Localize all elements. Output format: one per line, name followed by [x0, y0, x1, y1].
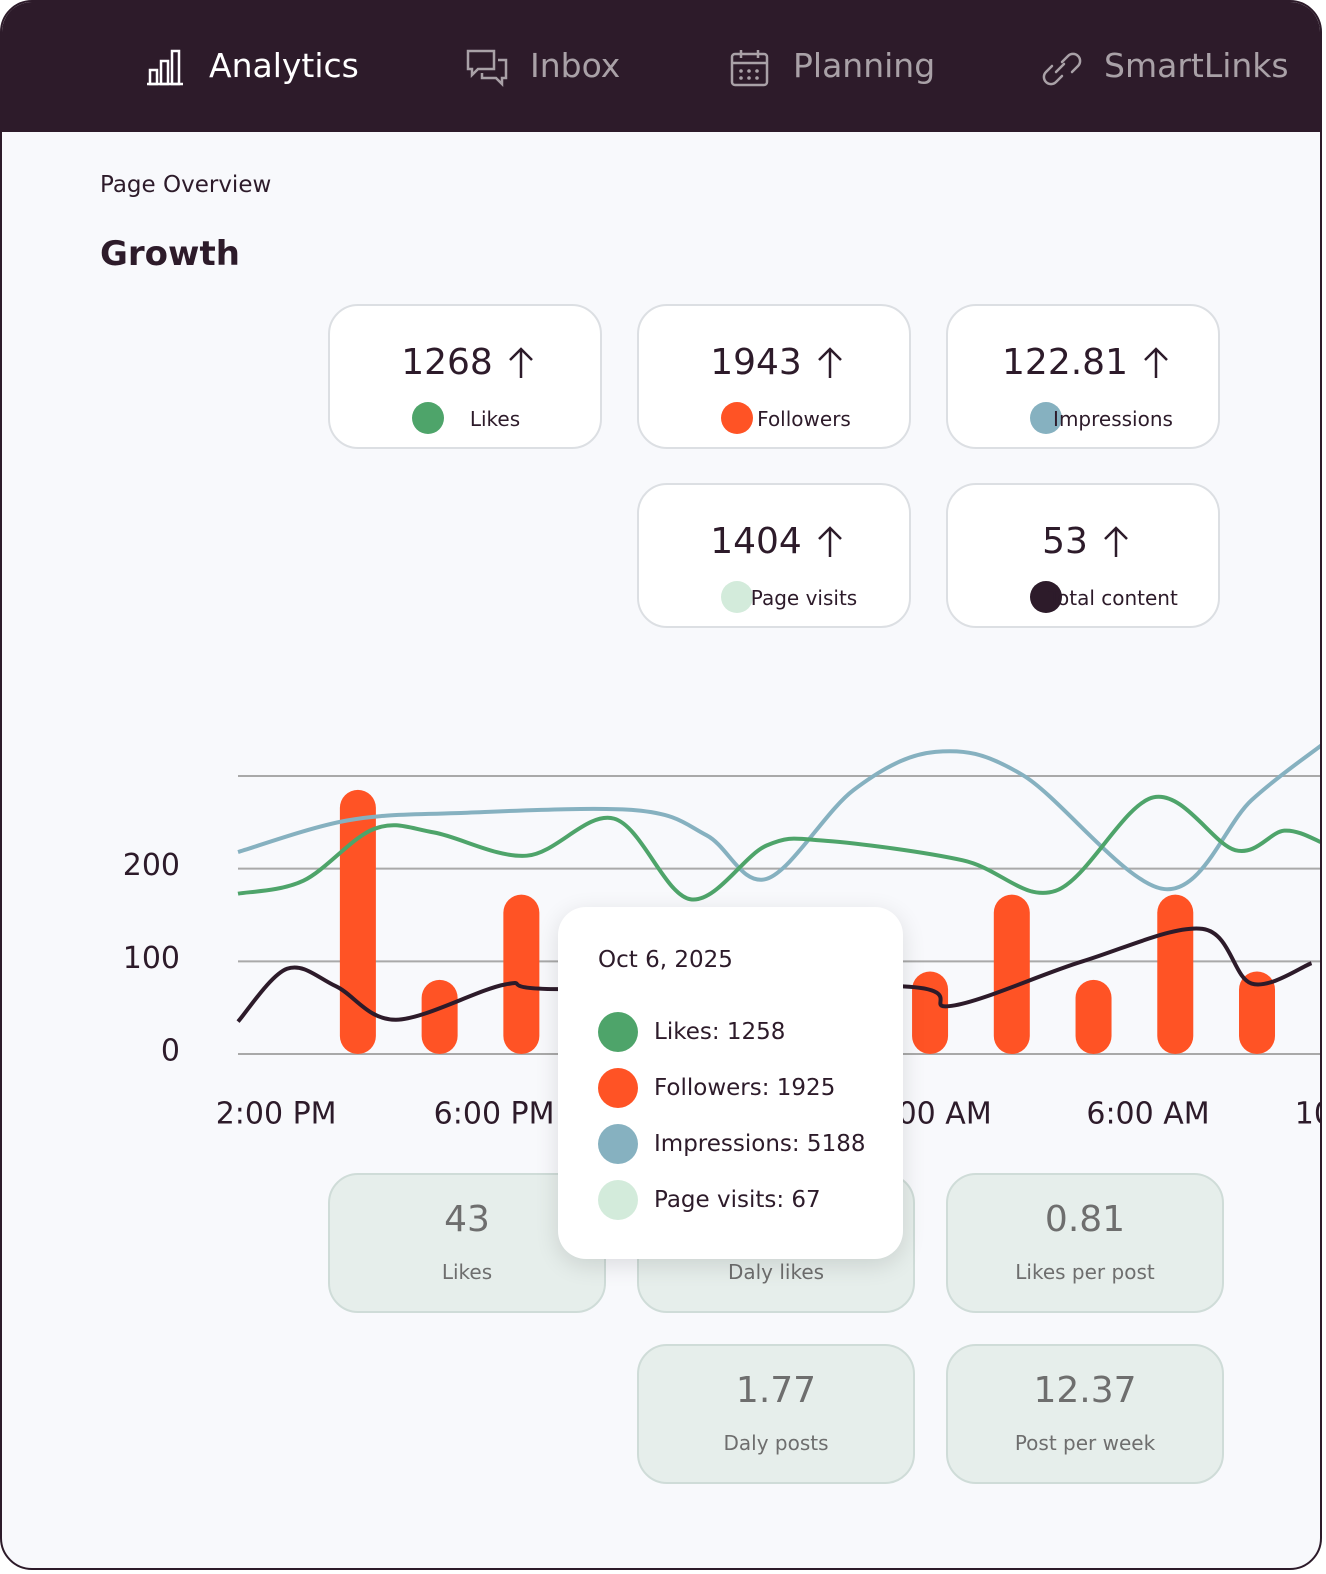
y-tick-label: 100 — [123, 941, 180, 976]
tooltip-dot — [598, 1012, 638, 1052]
bar — [1157, 894, 1194, 1054]
arrow-shape — [817, 526, 842, 557]
up-arrow — [817, 526, 842, 557]
metric-label: Likes per post — [1015, 1260, 1155, 1284]
stat-value: 1943 — [710, 342, 802, 383]
x-tick-label: 6:00 AM — [1086, 1097, 1209, 1132]
metric-label: Daly posts — [723, 1431, 829, 1455]
y-tick-label: 0 — [161, 1034, 180, 1069]
stat-dot — [721, 402, 753, 434]
arrow-shape — [508, 347, 533, 378]
stat-value: 122.81 — [1002, 342, 1128, 383]
stat-label: Total content — [1048, 586, 1178, 610]
tooltip-dot — [598, 1124, 638, 1164]
stat-label: Followers — [757, 407, 851, 431]
metric-value: 1.77 — [735, 1370, 817, 1411]
stat-card: 1943 Followers — [637, 304, 911, 449]
metric-value: 43 — [444, 1199, 490, 1240]
nav-planning[interactable]: Planning — [793, 46, 936, 85]
bar — [1075, 979, 1112, 1054]
stat-label: Likes — [469, 407, 521, 431]
breadcrumb: Page Overview — [100, 172, 272, 198]
up-arrow — [817, 347, 842, 378]
tooltip: Oct 6, 2025 Likes: 1258 Followers: 1925 Im… — [558, 907, 903, 1259]
bar — [503, 894, 540, 1054]
stat-value: 1404 — [710, 521, 802, 562]
metric-card: 12.37 Post per week — [946, 1344, 1224, 1484]
tooltip-text: Likes: 1258 — [654, 1019, 786, 1045]
analytics-icon — [147, 49, 183, 86]
stat-dot — [412, 402, 444, 434]
arrow-shape — [1104, 526, 1128, 557]
arrow-shape — [817, 347, 842, 378]
tooltip-date: Oct 6, 2025 — [598, 947, 733, 973]
metric-card: 0.81 Likes per post — [946, 1173, 1224, 1313]
metric-label: Post per week — [1014, 1431, 1156, 1455]
tooltip-text: Followers: 1925 — [654, 1075, 836, 1101]
bar — [421, 979, 458, 1054]
smartlinks-icon — [1042, 52, 1082, 86]
metric-label: Likes — [441, 1260, 493, 1284]
stat-label: Impressions — [1053, 407, 1173, 431]
bar — [912, 971, 949, 1054]
metric-card: 1.77 Daly posts — [637, 1344, 915, 1484]
metric-value: 12.37 — [1033, 1370, 1137, 1411]
stat-value: 53 — [1042, 521, 1088, 562]
stat-dot — [1030, 581, 1062, 613]
arrow-shape — [1144, 347, 1168, 378]
nav-inbox[interactable]: Inbox — [530, 46, 621, 85]
up-arrow — [508, 347, 533, 378]
nav-bar: Analytics Inbox Planning SmartLinks — [2, 2, 1320, 132]
y-tick-label: 200 — [123, 848, 180, 883]
tooltip-dot — [598, 1068, 638, 1108]
nav-smartlinks[interactable]: SmartLinks — [1104, 46, 1289, 85]
stat-dot — [1030, 402, 1062, 434]
tooltip-text: Impressions: 5188 — [654, 1131, 866, 1157]
stat-value: 1268 — [401, 342, 493, 383]
stat-card: 1404 Page visits — [637, 483, 911, 628]
up-arrow — [1144, 347, 1168, 378]
x-tick-label: 2:00 PM — [216, 1097, 337, 1132]
line — [237, 794, 1320, 902]
stat-card: 1268 Likes — [328, 304, 602, 449]
x-tick-label: 6:00 PM — [434, 1097, 555, 1132]
metric-label: Daly likes — [727, 1260, 825, 1284]
section-title: Growth — [100, 234, 240, 274]
bar — [993, 894, 1030, 1054]
bar — [339, 789, 376, 1054]
tooltip-text: Page visits: 67 — [654, 1187, 821, 1213]
x-tick-label: 10:00 AM — [1295, 1097, 1320, 1132]
stat-label: Page visits — [750, 586, 858, 610]
stat-card: 53 Total content — [946, 483, 1220, 628]
tooltip-dot — [598, 1180, 638, 1220]
line — [237, 743, 1320, 892]
stat-dot — [721, 581, 753, 613]
up-arrow — [1104, 526, 1128, 557]
stat-card: 122.81 Impressions — [946, 304, 1220, 449]
metric-value: 0.81 — [1044, 1199, 1126, 1240]
nav-analytics[interactable]: Analytics — [209, 46, 359, 85]
inbox-icon — [466, 49, 508, 88]
bar — [1239, 971, 1276, 1054]
planning-icon — [730, 50, 769, 87]
